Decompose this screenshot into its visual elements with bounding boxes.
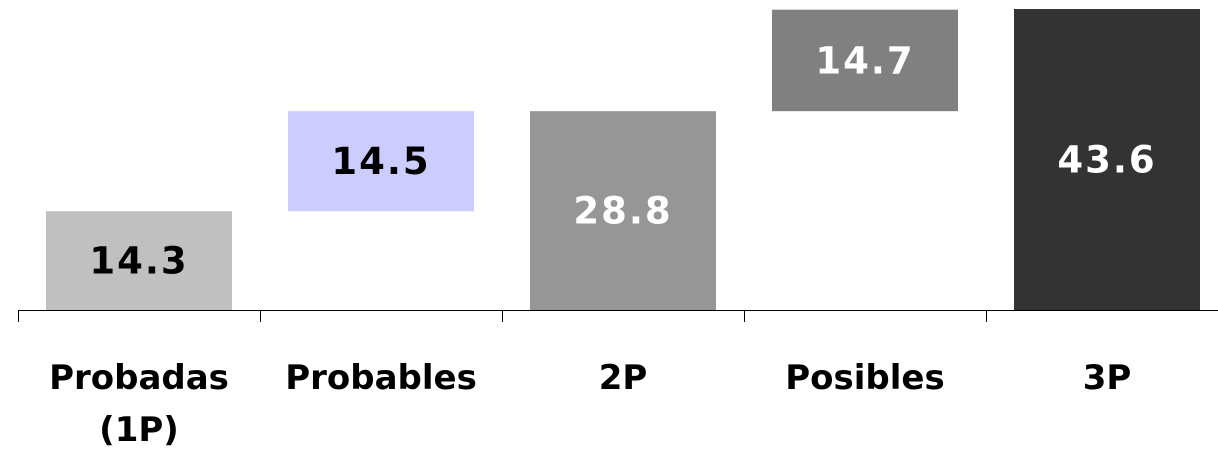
category-label-3: Posibles xyxy=(785,358,944,398)
bar-1 xyxy=(288,111,474,212)
bar-3 xyxy=(772,9,958,112)
category-label-line: (1P) xyxy=(99,410,179,450)
category-label-line: 3P xyxy=(1083,358,1132,398)
category-label-line: Probadas xyxy=(49,358,229,398)
category-label-line: Posibles xyxy=(785,358,944,398)
value-label-2: 28.8 xyxy=(573,190,672,233)
category-label-2: 2P xyxy=(599,358,648,398)
category-label-line: 2P xyxy=(599,358,648,398)
value-label-4: 43.6 xyxy=(1057,139,1156,182)
bar-4 xyxy=(1014,9,1200,310)
bar-0 xyxy=(46,211,232,310)
bar-2 xyxy=(530,111,716,310)
category-label-line: Probables xyxy=(285,358,477,398)
category-label-4: 3P xyxy=(1083,358,1132,398)
category-label-0: Probadas (1P) xyxy=(49,358,229,450)
value-label-0: 14.3 xyxy=(89,240,188,283)
value-label-3: 14.7 xyxy=(815,39,914,82)
category-label-1: Probables xyxy=(285,358,477,398)
value-label-1: 14.5 xyxy=(331,140,430,183)
